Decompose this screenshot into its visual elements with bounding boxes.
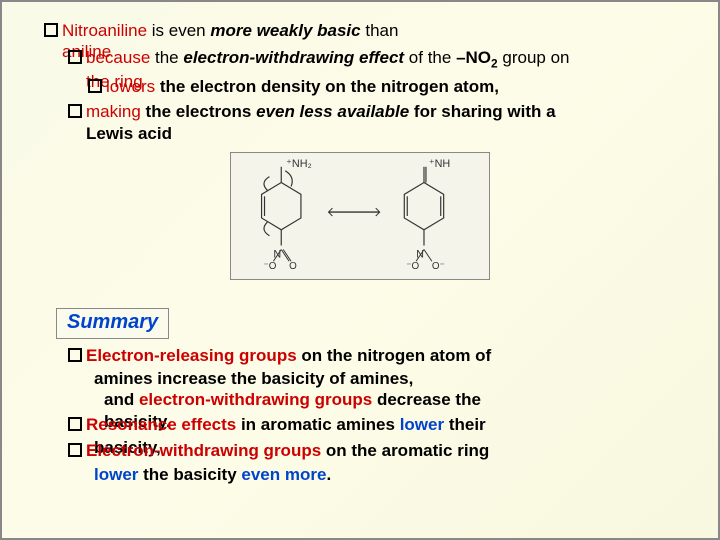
bullet-line-2: because the electron-withdrawing effect … (68, 47, 694, 71)
t: on the aromatic ring (321, 441, 489, 460)
t: more weakly basic (210, 21, 360, 40)
line-2-text: because the electron-withdrawing effect … (86, 47, 570, 71)
summary-title: Summary (67, 311, 158, 333)
summary-list: Electron-releasing groups on the nitroge… (26, 345, 694, 485)
t: 2 (491, 56, 498, 70)
t: amines increase the basicity of amines, (94, 369, 413, 388)
bullet-line-1: Nitroaniline is even more weakly basic t… (44, 20, 694, 41)
svg-text:⁻O: ⁻O (264, 261, 277, 272)
t: electron-withdrawing effect (183, 48, 404, 67)
t: the basicity (138, 465, 241, 484)
t: the (155, 48, 183, 67)
square-bullet-icon (68, 50, 82, 64)
bullet-line-3: lowers the electron density on the nitro… (88, 76, 694, 97)
t: lower (400, 415, 444, 434)
svg-text:⁺NH₂: ⁺NH₂ (286, 158, 312, 170)
summary-item-3: Electron-withdrawing groups on the aroma… (68, 440, 694, 461)
t: their (444, 415, 486, 434)
t: Resonance effects (86, 415, 236, 434)
square-bullet-icon (68, 443, 82, 457)
t: decrease the (372, 390, 481, 409)
summary-item-2: Resonance effects in aromatic amines low… (68, 414, 694, 435)
t: Electron-withdrawing groups on the aroma… (86, 440, 489, 461)
svg-text:N: N (273, 248, 281, 260)
summary-heading-box: Summary (56, 308, 169, 339)
square-bullet-icon (68, 348, 82, 362)
t: the electrons (146, 102, 257, 121)
t: of the (404, 48, 456, 67)
t: than (361, 21, 399, 40)
svg-text:⁻O: ⁻O (406, 261, 419, 272)
t: electron-withdrawing groups (139, 390, 372, 409)
t: even more (241, 465, 326, 484)
t: group on (498, 48, 570, 67)
t: Electron-withdrawing groups (86, 441, 321, 460)
svg-text:N: N (416, 248, 424, 260)
t: Electron-releasing groups (86, 346, 297, 365)
t: the electron density on the nitrogen ato… (160, 77, 499, 96)
t: . (326, 465, 331, 484)
t: Electron-releasing groups on the nitroge… (86, 345, 491, 366)
svg-text:⁺NH: ⁺NH (429, 158, 450, 170)
square-bullet-icon (44, 23, 58, 37)
t: making (86, 102, 146, 121)
t: Lewis acid (86, 123, 172, 144)
bullet-line-4: making the electrons even less available… (68, 101, 694, 122)
t: lower (94, 465, 138, 484)
t: lowers (106, 77, 160, 96)
summary-item-1: Electron-releasing groups on the nitroge… (68, 345, 694, 366)
t: amines increase the basicity of amines, (94, 368, 694, 389)
t: because (86, 48, 155, 67)
t: lower the basicity even more. (94, 464, 694, 485)
square-bullet-icon (68, 417, 82, 431)
t: for sharing with a (409, 102, 555, 121)
t: –NO (456, 48, 491, 67)
t: Nitroaniline (62, 21, 152, 40)
t: Lewis acid (86, 124, 172, 143)
square-bullet-icon (68, 104, 82, 118)
resonance-figure: ⁺NH₂ N ⁻O O ⁺NH N ⁻O O⁻ (230, 152, 490, 280)
t: and electron-withdrawing groups decrease… (104, 389, 674, 410)
square-bullet-icon (88, 79, 102, 93)
svg-text:O⁻: O⁻ (432, 261, 445, 272)
svg-text:O: O (289, 261, 297, 272)
t: even less available (256, 102, 409, 121)
line-3-text: lowers the electron density on the nitro… (106, 76, 499, 97)
t: in aromatic amines (236, 415, 399, 434)
line-4-text: making the electrons even less available… (86, 101, 646, 122)
t: is even (152, 21, 211, 40)
t: Resonance effects in aromatic amines low… (86, 414, 486, 435)
t: and (104, 390, 139, 409)
line-1-text: Nitroaniline is even more weakly basic t… (62, 20, 398, 41)
bullet-line-4b: Lewis acid (68, 123, 694, 144)
t: on the nitrogen atom of (297, 346, 492, 365)
